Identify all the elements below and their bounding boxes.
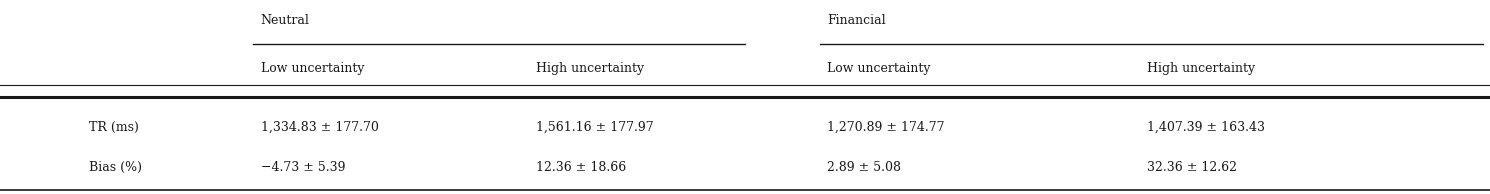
Text: 2.89 ± 5.08: 2.89 ± 5.08	[827, 161, 901, 174]
Text: Low uncertainty: Low uncertainty	[261, 62, 364, 75]
Text: 1,334.83 ± 177.70: 1,334.83 ± 177.70	[261, 120, 378, 134]
Text: Bias (%): Bias (%)	[89, 161, 143, 174]
Text: 12.36 ± 18.66: 12.36 ± 18.66	[536, 161, 627, 174]
Text: TR (ms): TR (ms)	[89, 120, 139, 134]
Text: Financial: Financial	[827, 14, 885, 27]
Text: 1,270.89 ± 174.77: 1,270.89 ± 174.77	[827, 120, 945, 134]
Text: 1,407.39 ± 163.43: 1,407.39 ± 163.43	[1147, 120, 1265, 134]
Text: High uncertainty: High uncertainty	[1147, 62, 1256, 75]
Text: 32.36 ± 12.62: 32.36 ± 12.62	[1147, 161, 1237, 174]
Text: Neutral: Neutral	[261, 14, 310, 27]
Text: High uncertainty: High uncertainty	[536, 62, 645, 75]
Text: −4.73 ± 5.39: −4.73 ± 5.39	[261, 161, 346, 174]
Text: 1,561.16 ± 177.97: 1,561.16 ± 177.97	[536, 120, 654, 134]
Text: Low uncertainty: Low uncertainty	[827, 62, 930, 75]
